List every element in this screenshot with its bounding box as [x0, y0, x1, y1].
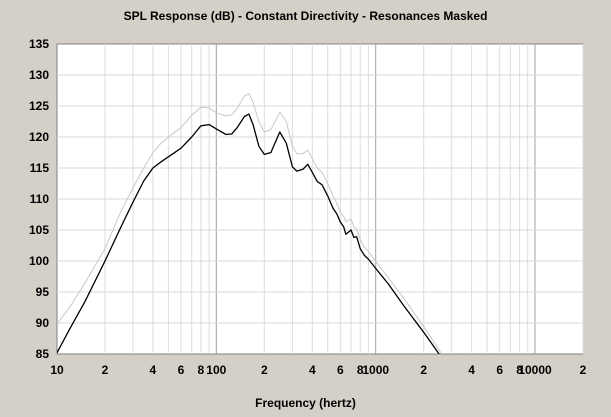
y-tick-label: 85	[36, 347, 50, 361]
x-tick-label: 10	[50, 363, 64, 377]
x-tick-label: 6	[496, 363, 503, 377]
x-tick-label: 8	[198, 363, 205, 377]
x-tick-label: 8	[516, 363, 523, 377]
x-tick-label: 4	[150, 363, 157, 377]
x-tick-label: 1000	[362, 363, 389, 377]
y-tick-label: 135	[29, 37, 49, 51]
x-tick-label: 4	[468, 363, 475, 377]
y-tick-label: 115	[30, 161, 50, 175]
x-tick-label: 2	[420, 363, 427, 377]
y-tick-label: 95	[36, 285, 50, 299]
y-tick-label: 130	[29, 68, 49, 82]
y-tick-label: 110	[30, 192, 50, 206]
y-tick-label: 125	[29, 99, 49, 113]
x-tick-label: 2	[580, 363, 587, 377]
series-layer	[57, 93, 443, 354]
x-tick-label: 2	[102, 363, 109, 377]
x-tick-label: 100	[206, 363, 226, 377]
x-tick-label: 2	[261, 363, 268, 377]
series-line-1	[57, 113, 440, 354]
x-tick-label: 6	[178, 363, 185, 377]
x-tick-label: 10000	[518, 363, 552, 377]
y-tick-label: 100	[29, 254, 49, 268]
y-tick-label: 105	[29, 223, 49, 237]
y-tick-labels: 85 90 95 100 105 110 115 120 125 130 135	[29, 37, 49, 361]
x-tick-label: 6	[337, 363, 344, 377]
x-tick-label: 4	[309, 363, 316, 377]
x-tick-label: 8	[357, 363, 364, 377]
series-line-2	[57, 93, 443, 354]
y-tick-label: 90	[36, 316, 50, 330]
x-axis-title: Frequency (hertz)	[255, 396, 356, 410]
y-tick-label: 120	[29, 130, 49, 144]
grid-lines	[57, 44, 584, 354]
chart-title: SPL Response (dB) - Constant Directivity…	[123, 9, 488, 23]
